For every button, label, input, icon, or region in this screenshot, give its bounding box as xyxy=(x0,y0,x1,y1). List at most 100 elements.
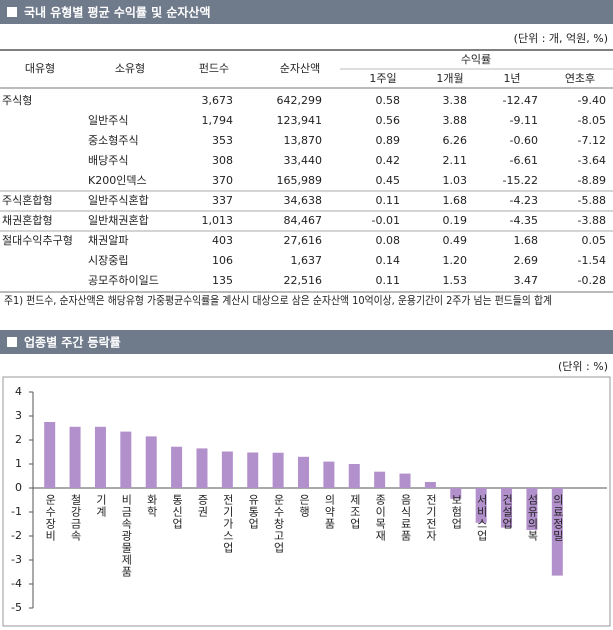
bar xyxy=(221,451,233,488)
cell: -1.54 xyxy=(578,254,606,267)
cell: 33,440 xyxy=(284,154,323,167)
bar xyxy=(450,488,462,499)
x-tick-label: 비금속광물제품 xyxy=(120,494,133,578)
cell: -5.88 xyxy=(578,194,606,207)
cell: 1.03 xyxy=(443,174,468,187)
cell: 3.38 xyxy=(443,94,468,107)
cell: -6.61 xyxy=(510,154,538,167)
bar xyxy=(551,488,563,576)
cell: -0.28 xyxy=(578,274,606,287)
column-header: 1주일 xyxy=(369,71,396,85)
cell: 135 xyxy=(212,274,233,287)
cell: -3.88 xyxy=(578,214,606,227)
cell: 3,673 xyxy=(202,94,234,107)
column-header: 소유형 xyxy=(115,62,145,75)
y-tick-label: 3 xyxy=(15,409,22,422)
chart-frame xyxy=(2,376,611,627)
cell: 6.26 xyxy=(443,134,468,147)
chart-title: 업종별 주간 등락률 xyxy=(24,335,121,350)
cell: 3.88 xyxy=(443,114,468,127)
minor-type: 채권알파 xyxy=(88,233,128,247)
bar xyxy=(298,456,309,488)
cell: 34,638 xyxy=(284,194,323,207)
table-note: 주1) 펀드수, 순자산액은 해당유형 가중평균수익률을 계산시 대상으로 삼은… xyxy=(4,293,552,307)
cell: 0.14 xyxy=(376,254,401,267)
column-header: 1개월 xyxy=(436,72,463,85)
bar xyxy=(272,452,284,488)
cell: 353 xyxy=(212,134,233,147)
cell: 370 xyxy=(212,174,233,187)
cell: 2.11 xyxy=(443,154,468,167)
cell: 0.19 xyxy=(443,214,468,227)
cell: 0.42 xyxy=(376,154,401,167)
cell: 0.56 xyxy=(376,114,401,127)
column-header: 대유형 xyxy=(25,62,55,75)
minor-type: 배당주식 xyxy=(88,154,128,167)
cell: -15.22 xyxy=(503,174,538,187)
cell: 1.68 xyxy=(514,234,539,247)
x-tick-label: 의약품 xyxy=(323,494,336,530)
cell: -8.89 xyxy=(578,174,606,187)
column-header: 펀드수 xyxy=(199,62,229,75)
cell: 0.58 xyxy=(376,94,401,107)
cell: -7.12 xyxy=(578,134,606,147)
y-tick-label: 4 xyxy=(15,385,22,398)
x-tick-label: 보험업 xyxy=(450,494,463,530)
x-tick-label: 건설업 xyxy=(501,494,514,530)
minor-type: 공모주하이일드 xyxy=(88,273,159,287)
cell: 1.68 xyxy=(443,194,468,207)
table-title: 국내 유형별 평균 수익률 및 순자산액 xyxy=(24,5,211,20)
cell: 3.47 xyxy=(514,274,539,287)
major-type: 절대수익추구형 xyxy=(2,234,73,247)
cell: 0.45 xyxy=(376,174,401,187)
x-tick-label: 증권 xyxy=(196,494,209,518)
cell: 27,616 xyxy=(284,234,323,247)
x-tick-label: 전기전자 xyxy=(424,494,437,542)
bar xyxy=(424,482,436,488)
cell: -0.01 xyxy=(372,214,400,227)
header-band xyxy=(0,330,613,354)
cell: 0.49 xyxy=(443,234,468,247)
x-tick-label: 운수창고업 xyxy=(272,494,285,554)
x-tick-label: 전기가스업 xyxy=(221,494,234,554)
bar xyxy=(348,464,360,488)
cell: 642,299 xyxy=(277,94,323,107)
cell: 1,013 xyxy=(202,214,234,227)
cell: 22,516 xyxy=(284,274,323,287)
bar xyxy=(171,446,183,488)
x-tick-label: 은행 xyxy=(298,494,311,518)
major-type: 주식형 xyxy=(2,94,32,107)
minor-type: 일반주식혼합 xyxy=(88,193,149,207)
bar xyxy=(44,422,56,488)
cell: -9.11 xyxy=(510,114,538,127)
cell: 2.69 xyxy=(514,254,539,267)
y-tick-label: -4 xyxy=(11,577,22,590)
x-tick-label: 철강금속 xyxy=(69,494,82,542)
x-tick-label: 음식료품 xyxy=(399,494,412,542)
minor-type: K200인덱스 xyxy=(88,174,147,187)
bar xyxy=(94,426,106,488)
cell: 1.53 xyxy=(443,274,468,287)
cell: 403 xyxy=(212,234,233,247)
cell: 165,989 xyxy=(277,174,323,187)
x-tick-label: 서비스업 xyxy=(475,494,488,542)
bar xyxy=(69,426,81,488)
cell: 84,467 xyxy=(284,214,323,227)
bar xyxy=(526,488,538,530)
cell: 123,941 xyxy=(277,114,323,127)
column-header: 연초후 xyxy=(565,72,595,85)
chart-unit: (단위 : %) xyxy=(558,360,608,373)
y-tick-label: -5 xyxy=(11,601,22,614)
header-band xyxy=(0,0,613,24)
cell: -9.40 xyxy=(578,94,606,107)
bar xyxy=(196,448,208,488)
minor-type: 일반채권혼합 xyxy=(88,213,149,227)
bar xyxy=(145,436,157,488)
y-tick-label: -3 xyxy=(11,553,22,566)
x-tick-label: 운수장비 xyxy=(44,494,57,542)
y-tick-label: 2 xyxy=(15,433,22,446)
header-icon xyxy=(7,337,17,347)
x-tick-label: 통신업 xyxy=(171,494,184,530)
x-tick-label: 유통업 xyxy=(247,494,260,530)
